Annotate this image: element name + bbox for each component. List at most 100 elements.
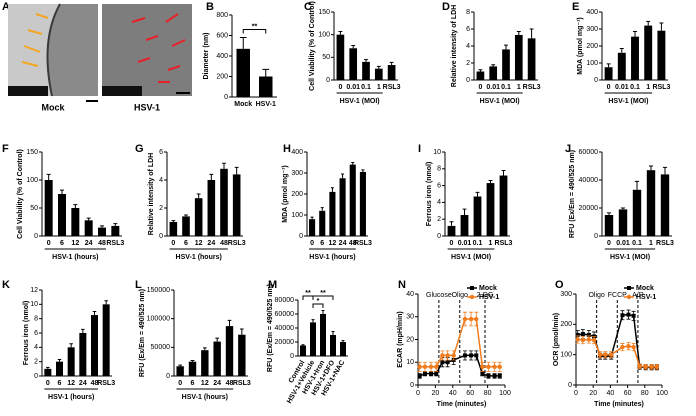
error-bar [634,180,640,190]
x-tick-label: 12 [329,240,337,247]
panel-letter: A [2,1,10,13]
y-axis-label: Cell Viability (% of Control) [309,1,316,91]
error-bar [662,166,668,175]
y-tick-label: 80000 [275,297,295,304]
panel-letter: B [206,1,214,13]
y-tick-label: 0 [410,382,414,389]
x-tick-label: RSL3 [523,84,541,91]
x-tick-label: 48 [98,240,106,247]
panel-letter: E [572,1,579,13]
bar [84,220,93,236]
bar [310,322,316,356]
panel-letter: G [135,143,144,155]
x-tick-label: 0.01 [616,240,630,247]
error-bar [364,59,368,62]
marker [626,343,631,349]
x-tick-label: 100 [656,390,668,397]
marker [586,337,592,342]
bar [102,304,110,376]
error-bar [488,180,493,184]
error-bar [529,28,534,39]
panel-letter: J [565,143,571,155]
error-bar [330,187,334,192]
y-axis-label: MDA (pmol mg⁻¹) [282,165,289,222]
error-bar [648,165,654,171]
y-tick-label: 6 [159,149,163,156]
marker [580,332,585,337]
marker [469,353,474,358]
error-bar [475,191,480,197]
bar [44,180,53,236]
error-bar [234,166,239,175]
y-axis-label: Cell Viability (% of Control) [17,149,24,239]
bar [182,216,190,236]
y-tick-label: 0 [594,77,598,84]
marker [474,316,479,322]
event-label: FCCP [608,292,627,299]
x-tick-label: 0.1 [501,84,511,91]
error-bar [227,319,232,327]
x-tick-label: 12 [71,240,79,247]
x-tick-label: 48 [226,380,234,387]
x-tick-label: 0 [607,84,611,91]
y-tick-label: 150 [26,149,38,156]
x-axis-label: HSV-1 (hours) [52,254,98,261]
bar [527,38,536,80]
y-tick-label: 0 [159,233,163,240]
y-tick-label: 0 [299,233,303,240]
significance-label: ** [305,290,311,297]
marker [575,332,580,337]
error-bar [310,216,314,220]
y-axis-label: OCR (pmol/min) [553,313,560,366]
marker [497,373,502,378]
panel-letter: N [398,279,406,291]
y-tick-label: 4 [466,43,470,50]
marker [620,313,625,318]
marker [631,344,636,350]
x-tick-label: 0 [478,84,482,91]
marker [440,360,445,365]
y-tick-label: 150 [318,9,330,16]
x-tick-label: 100 [499,390,511,397]
x-tick-label: 0.01 [615,84,629,91]
error-bar [190,360,195,362]
x-tick-label: RSL3 [97,380,115,387]
bar [201,350,209,376]
error-bar [86,217,91,221]
error-bar [209,173,214,180]
x-tick-label: 48 [91,380,99,387]
marker [486,373,491,378]
bar [617,52,626,80]
x-tick-label: 48 [349,240,357,247]
bar [473,196,482,236]
legend-label: HSV-1 [479,294,499,301]
bar [631,36,639,80]
bar [225,326,234,376]
y-axis-label: Ferrous iron (nmol) [23,301,30,366]
error-bar [501,169,506,176]
x-tick-label: 0.1 [632,240,642,247]
bar [387,65,396,80]
y-axis-label: Relative intensity of LDH [148,153,155,235]
bar [207,180,216,236]
x-axis-label: HSV-1 (MOI) [610,254,650,261]
x-axis-label: HSV-1 (MOI) [340,98,380,105]
error-bar [659,22,664,31]
bar [514,34,523,80]
y-tick-label: 6 [437,182,441,189]
bar [188,361,197,376]
legend-label: Mock [479,285,497,292]
bar [79,333,87,376]
error-bar [646,20,651,26]
marker [654,364,660,369]
marker [417,364,422,369]
bar [232,174,241,236]
y-tick-label: 100 [26,177,38,184]
marker [445,353,450,358]
event-label: A/R [632,292,644,299]
panel-letter: M [268,279,277,291]
significance-label: ** [320,290,326,297]
y-tick-label: 30 [406,314,414,321]
error-bar [92,311,97,316]
y-tick-label: 300 [586,26,598,33]
